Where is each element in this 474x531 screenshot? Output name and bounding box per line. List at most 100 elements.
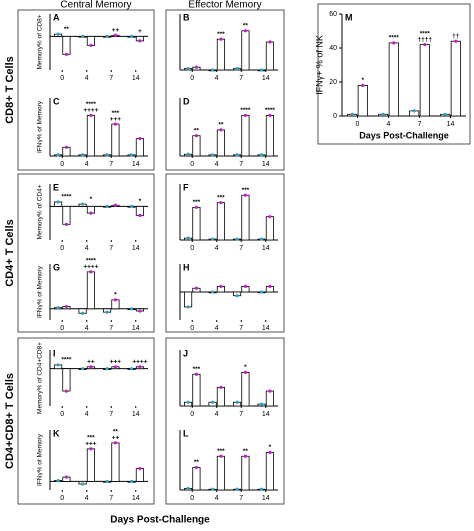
significance-label: ++++: [83, 264, 98, 271]
x-tick-label: 4: [215, 75, 219, 82]
panel-letter: K: [53, 428, 60, 438]
mean-dot: [235, 294, 239, 298]
mean-dot: [235, 67, 239, 71]
x-tick-label: 14: [132, 245, 140, 252]
x-tick-label: 7: [239, 75, 243, 82]
group-box: [17, 173, 155, 333]
bar: [192, 135, 201, 157]
mean-dot: [219, 128, 223, 132]
bar: [265, 41, 274, 71]
bar: [111, 123, 120, 157]
panel-letter: E: [53, 182, 59, 192]
x-tick-label: 4: [215, 495, 219, 502]
bar: [450, 40, 461, 117]
y-axis-label: IFNγ% of Memory: [37, 433, 44, 486]
mean-dot: [56, 306, 60, 310]
mean-dot: [219, 454, 223, 458]
group-box: [317, 3, 471, 145]
x-tick-label: 7: [418, 121, 422, 128]
mean-dot: [89, 211, 93, 215]
mean-dot: [138, 365, 142, 369]
mean-dot: [113, 33, 118, 37]
significance-label: *: [90, 196, 93, 203]
x-tick-label: 7: [109, 161, 113, 168]
panel-letter: D: [183, 96, 190, 106]
mean-dot: [113, 203, 118, 207]
group-box: [165, 9, 285, 171]
mean-dot: [194, 465, 199, 470]
bar: [241, 194, 250, 241]
mean-dot: [138, 39, 142, 43]
y-axis-label: Memory% of CD4+CD8+: [37, 342, 44, 414]
significance-label: ****: [86, 101, 97, 108]
mean-dot: [186, 236, 190, 240]
mean-dot: [64, 475, 69, 479]
x-tick-label: 7: [239, 411, 243, 418]
bar: [241, 115, 250, 157]
x-tick-label: 0: [60, 75, 64, 82]
x-tick-label: 0: [60, 325, 64, 332]
x-tick-label: 14: [132, 161, 140, 168]
x-tick-label: 0: [190, 325, 194, 332]
mean-dot: [89, 270, 93, 274]
significance-label: **: [194, 459, 200, 466]
bar: [357, 85, 368, 117]
mean-dot: [268, 113, 272, 117]
x-tick-label: 4: [85, 75, 89, 82]
group-box: [17, 9, 155, 171]
panel-letter: I: [53, 348, 56, 358]
panel-letter: B: [183, 12, 190, 22]
y-axis-label: IFNγ% of Memory: [37, 265, 44, 318]
panel-letter: M: [345, 12, 353, 22]
bar: [192, 467, 201, 491]
mean-dot: [129, 367, 134, 371]
bar: [184, 291, 193, 308]
x-tick-label: 14: [262, 161, 270, 168]
mean-dot: [194, 286, 199, 290]
x-tick-label: 4: [85, 161, 89, 168]
x-tick-label: 14: [447, 121, 455, 128]
mean-dot: [268, 389, 272, 393]
bar: [265, 115, 274, 157]
mean-dot: [268, 450, 272, 455]
mean-dot: [105, 153, 109, 157]
mean-dot: [129, 479, 134, 484]
panel-letter: H: [183, 262, 190, 272]
y-axis-label: Memory% of CD4+: [37, 184, 44, 239]
x-tick-label: 0: [60, 161, 64, 168]
mean-dot: [89, 447, 93, 451]
mean-dot: [64, 145, 69, 149]
significance-label: +++: [110, 116, 122, 123]
x-tick-label: 14: [132, 411, 140, 418]
panel-letter: A: [53, 12, 60, 22]
bar: [241, 371, 250, 407]
significance-label: ****: [240, 107, 251, 114]
x-tick-label: 4: [85, 245, 89, 252]
mean-dot: [105, 34, 109, 39]
significance-label: ****: [61, 357, 72, 364]
bar: [62, 36, 71, 55]
x-axis-label: Days Post-Challenge: [359, 130, 449, 140]
y-axis-label: IFNγ% of Memory: [37, 100, 44, 153]
mean-dot: [80, 367, 85, 371]
significance-label: ++++: [83, 107, 98, 114]
x-tick-label: 0: [356, 121, 360, 128]
mean-dot: [80, 311, 85, 315]
x-tick-label: 4: [215, 325, 219, 332]
bar: [86, 448, 95, 482]
mean-dot: [210, 153, 215, 157]
bar: [216, 386, 225, 407]
mean-dot: [56, 200, 60, 204]
significance-label: **: [243, 23, 249, 30]
mean-dot: [80, 202, 85, 206]
mean-dot: [105, 479, 109, 484]
bar: [265, 390, 274, 407]
mean-dot: [105, 310, 109, 314]
mean-dot: [243, 29, 248, 33]
significance-label: +: [138, 28, 142, 35]
x-tick-label: 0: [60, 495, 64, 502]
x-tick-label: 7: [109, 325, 113, 332]
mean-dot: [113, 441, 118, 445]
significance-label: ****: [265, 107, 276, 114]
mean-dot: [80, 482, 85, 486]
